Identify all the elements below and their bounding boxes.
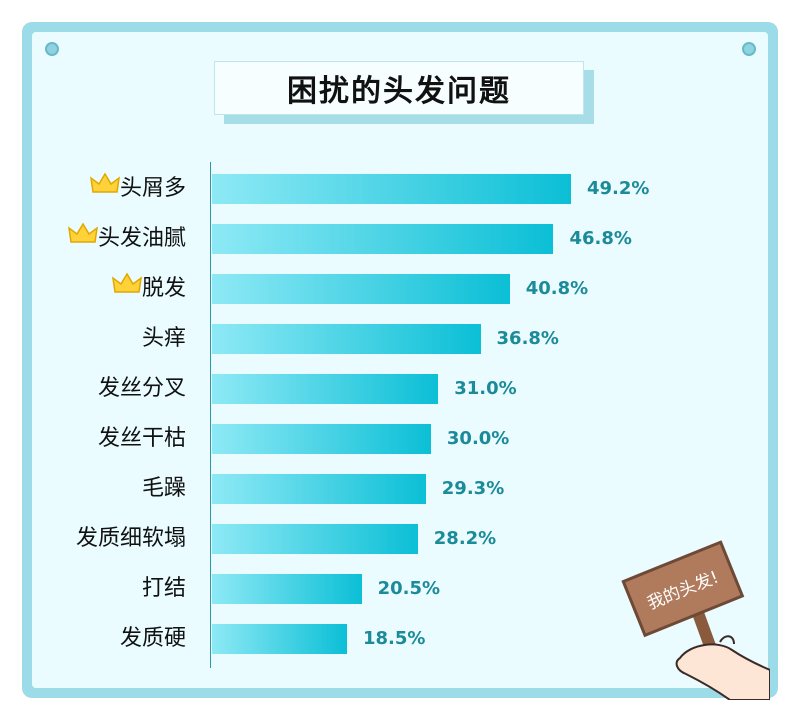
bar: [212, 324, 481, 354]
bar: [212, 474, 426, 504]
pin-left-icon: [45, 42, 59, 56]
category-label: 发质硬: [119, 626, 186, 651]
category-label: 发丝干枯: [97, 426, 186, 451]
hand-icon: [675, 635, 770, 700]
value-label: 36.8%: [496, 328, 559, 349]
value-label: 18.5%: [362, 628, 426, 649]
category-label: 脱发: [141, 276, 186, 301]
category-label: 头发油腻: [97, 226, 186, 251]
category-label: 发丝分叉: [97, 376, 186, 401]
category-label: 打结: [141, 576, 186, 601]
category-label: 毛躁: [141, 476, 186, 501]
y-axis-line: [210, 162, 211, 668]
title-box: 困扰的头发问题: [214, 61, 584, 115]
bar: [212, 624, 347, 654]
value-label: 49.2%: [587, 178, 650, 199]
bar: [212, 374, 439, 404]
bar: [212, 424, 431, 454]
crown-icon: [68, 222, 98, 243]
value-label: 31.0%: [454, 378, 517, 399]
category-label: 头痒: [141, 326, 186, 351]
sign-illustration: 我的头发!: [621, 540, 770, 700]
category-label: 头屑多: [119, 176, 186, 201]
crown-icon: [90, 172, 120, 193]
bar: [212, 574, 362, 604]
value-label: 30.0%: [446, 428, 510, 449]
value-label: 46.8%: [569, 228, 632, 249]
bar: [212, 174, 571, 204]
bar: [212, 524, 418, 554]
sign-board: 我的头发!: [621, 540, 745, 638]
crown-icon: [112, 272, 142, 293]
value-label: 40.8%: [525, 278, 589, 299]
value-label: 20.5%: [377, 578, 441, 599]
chart-title: 困扰的头发问题: [287, 74, 511, 109]
pin-right-icon: [742, 42, 756, 56]
category-label: 发质细软塌: [75, 526, 186, 551]
bar: [212, 224, 554, 254]
value-label: 29.3%: [441, 478, 505, 499]
value-label: 28.2%: [433, 528, 497, 549]
bar: [212, 274, 510, 304]
